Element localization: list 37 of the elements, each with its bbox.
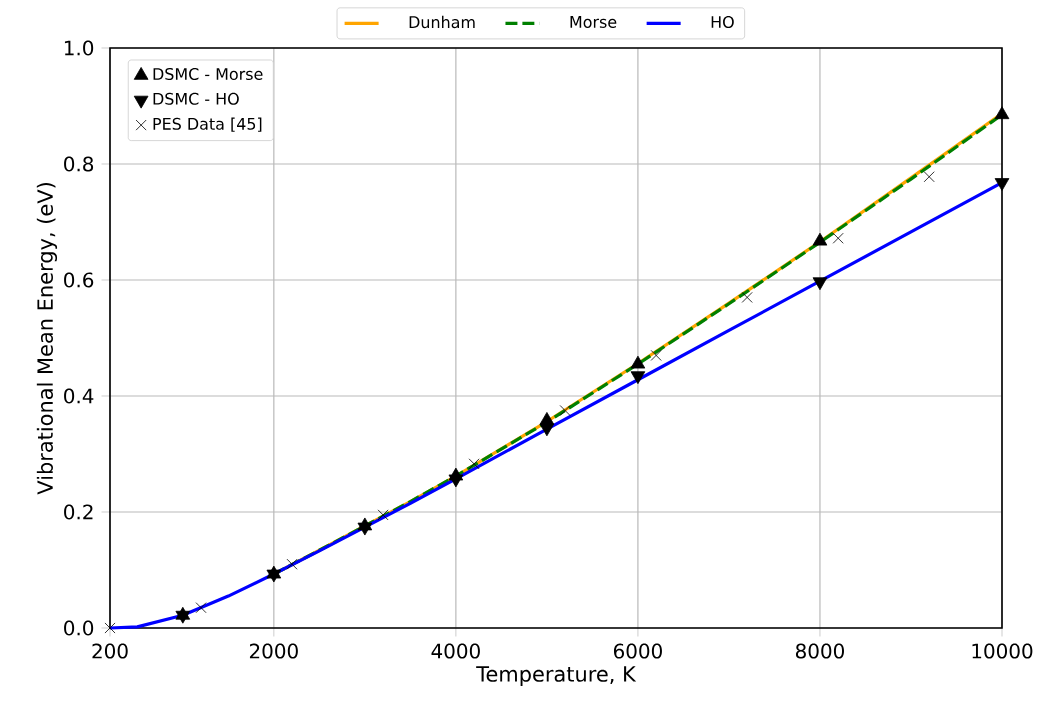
y-tick-label: 0.4 [64,388,94,404]
point [357,522,373,536]
point [377,509,389,521]
x-tick-label: 10000 [972,643,1033,659]
point [994,106,1010,120]
y-tick-label: 0.8 [64,156,94,172]
point [286,558,298,570]
point [650,349,662,361]
x-axis-title: Temperature, K [476,666,637,686]
point [539,423,555,437]
y-tick-label: 0.2 [64,504,93,520]
legend-label: DSMC - Morse [153,67,263,81]
x-tick-label: 4000 [431,643,480,659]
legend-label: DSMC - HO [153,92,239,105]
point [559,405,571,416]
x-tick-label: 8000 [795,643,844,659]
point [175,610,191,624]
y-axis-title: Vibrational Mean Energy, (eV) [36,183,58,495]
legend-label: HO [711,15,734,29]
y-tick-label: 0.6 [64,272,94,288]
x-tick-label: 200 [92,643,128,659]
legend-label: Morse [570,16,617,28]
point [741,291,753,303]
point [266,569,282,583]
point [812,232,828,246]
point [832,232,844,244]
x-tick-label: 2000 [249,643,298,659]
point [104,622,116,634]
y-tick-label: 1.0 [64,40,94,56]
x-tick-label: 6000 [613,643,662,659]
point [448,474,464,488]
point [195,602,207,614]
point [468,458,480,470]
legend-label: Dunham [409,15,475,29]
y-tick-label: 0.0 [64,620,94,636]
point [923,171,935,183]
legend-label: PES Data [45] [153,117,262,132]
